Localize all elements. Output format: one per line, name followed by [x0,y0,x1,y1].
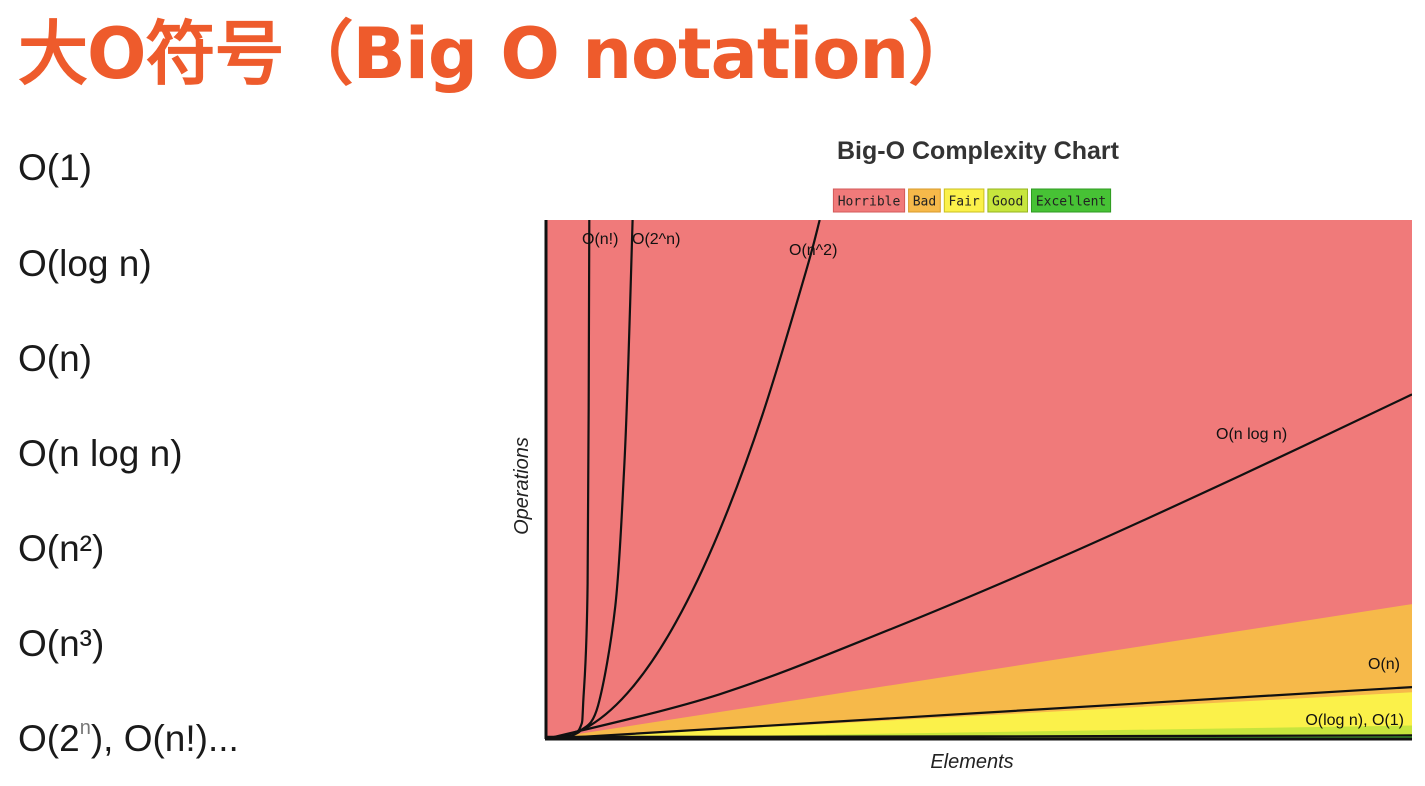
series-label: O(log n), O(1) [1305,712,1404,729]
legend-label: Horrible [838,195,901,210]
complexity-item: O(n²) [18,501,239,596]
complexity-item-tail: ), O(n!)... [90,718,239,759]
series-label: O(n log n) [1216,426,1287,443]
series-label: O(2^n) [632,231,680,248]
complexity-item: O(2n), O(n!)... [18,691,239,786]
slide-title: 大O符号（Big O notation） [18,13,978,95]
complexity-item-superscript: n [79,716,91,739]
complexity-item-text: O(n) [18,338,92,379]
series-line [546,220,591,738]
complexity-item-text: O(log n) [18,243,152,284]
series-line [546,686,1412,738]
series-label: O(n) [1368,656,1400,673]
legend-swatch [832,188,906,213]
complexity-item-text: O(2 [18,718,80,759]
complexity-item: O(n log n) [18,406,239,501]
chart-title: Big-O Complexity Chart [837,137,1120,165]
series-line [546,220,634,738]
legend-swatch [1031,188,1112,213]
legend-label: Bad [913,195,936,210]
complexity-list: O(1) O(log n) O(n) O(n log n) O(n²) O(n³) O(2n… [18,120,239,786]
complexity-item-text: O(1) [18,147,92,188]
complexity-item-text: O(n³) [18,623,105,664]
chart-legend: Horrible Bad Fair Good Excellent [832,188,1112,213]
region-fair [546,692,1412,739]
legend-label: Fair [948,195,979,210]
series-label: O(n^2) [789,242,837,259]
series-line [546,393,1412,738]
complexity-item: O(log n) [18,216,239,311]
complexity-item: O(n) [18,311,239,406]
y-axis-label: Operations [511,437,533,535]
series-line [546,734,1412,738]
legend-swatch [908,188,941,213]
series-line [546,220,821,738]
region-horrible [546,220,1412,739]
legend-label: Excellent [1036,195,1106,210]
legend-swatch [943,188,985,213]
complexity-item-text: O(n log n) [18,433,183,474]
complexity-regions [546,220,1412,739]
series-label: O(n!) [582,231,618,248]
complexity-item-text: O(n²) [18,528,105,569]
legend-label: Good [992,195,1023,210]
complexity-curves [546,220,1412,738]
complexity-item: O(n³) [18,596,239,691]
curve-labels: O(n!) O(2^n) O(n^2) O(n log n) O(n) O(log n),… [582,231,1404,729]
legend-swatch [987,188,1029,213]
complexity-item: O(1) [18,120,239,216]
x-axis-label: Elements [930,751,1013,773]
